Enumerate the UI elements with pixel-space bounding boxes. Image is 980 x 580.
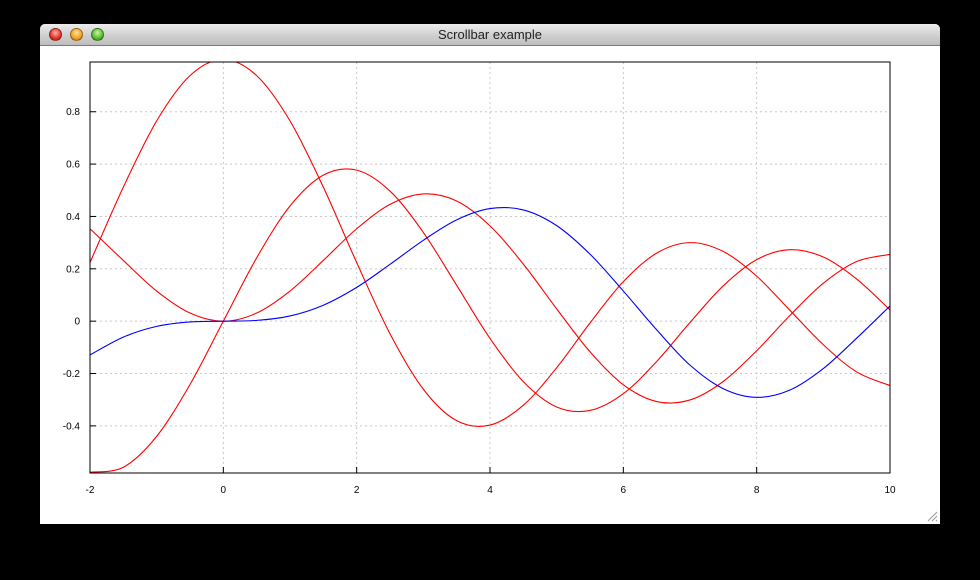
close-button[interactable]: [49, 28, 62, 41]
title-bar[interactable]: Scrollbar example: [40, 24, 940, 46]
grid-lines: [89, 62, 891, 473]
y-tick-label: 0.8: [66, 107, 80, 118]
x-tick-label: 6: [621, 485, 627, 496]
series-line-4: [90, 206, 890, 398]
series-layer: [90, 62, 890, 473]
y-tick-label: 0.6: [66, 160, 80, 171]
series-line-1: [90, 62, 890, 427]
y-tick-label: -0.2: [63, 369, 81, 380]
line-chart: -2 0 2 4 6 8 10 -0.4 -0.2 0 0.2 0.4 0.6 0.8: [63, 61, 896, 496]
minimize-button[interactable]: [70, 28, 83, 41]
y-tick-label: -0.4: [63, 421, 81, 432]
x-axis: -2 0 2 4 6 8 10: [86, 467, 896, 496]
plot-area: -2 0 2 4 6 8 10 -0.4 -0.2 0 0.2 0.4 0.6 0.8: [40, 46, 940, 524]
y-tick-label: 0.4: [66, 212, 80, 223]
x-tick-label: 10: [884, 485, 896, 496]
y-tick-label: 0: [74, 317, 80, 328]
window-title: Scrollbar example: [437, 27, 543, 42]
x-tick-label: -2: [86, 485, 95, 496]
y-axis: -0.4 -0.2 0 0.2 0.4 0.6 0.8: [63, 107, 96, 432]
series-line-2: [90, 168, 890, 473]
zoom-button[interactable]: [91, 28, 104, 41]
y-tick-label: 0.2: [66, 264, 80, 275]
x-tick-label: 2: [354, 485, 360, 496]
x-tick-label: 8: [754, 485, 760, 496]
app-window: Scrollbar example -2 0 2 4 6 8 10 -0.4 -0.2 0 0.2…: [40, 24, 940, 524]
resize-grip-icon[interactable]: [926, 510, 938, 522]
x-tick-label: 0: [221, 485, 227, 496]
x-tick-label: 4: [487, 485, 493, 496]
